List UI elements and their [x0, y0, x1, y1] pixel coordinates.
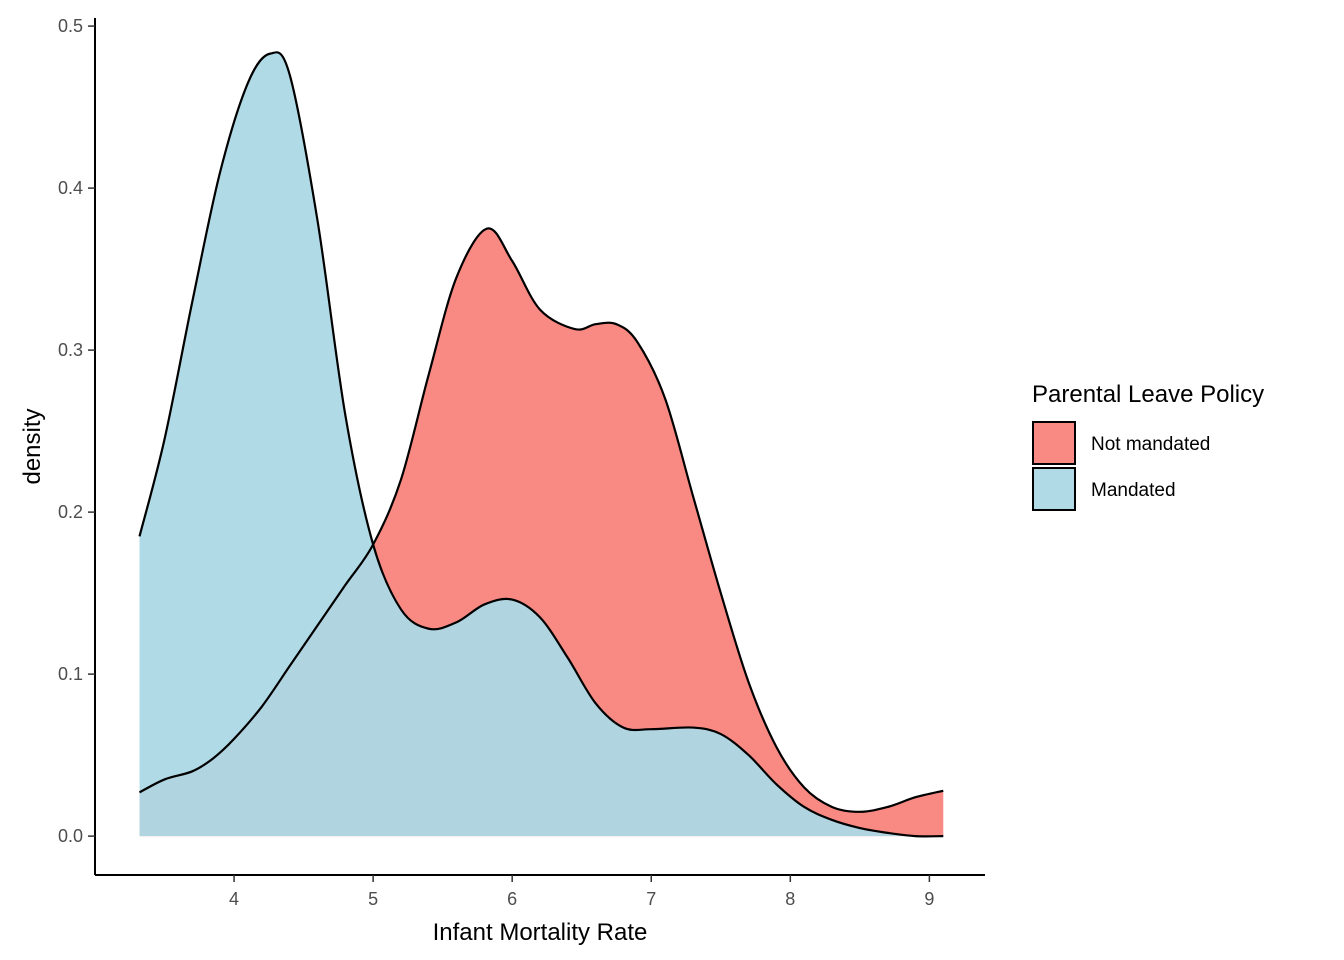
- y-tick-label: 0.0: [58, 826, 83, 846]
- plot-area: [138, 51, 944, 838]
- legend-label: Not mandated: [1091, 434, 1210, 455]
- legend-swatch: [1032, 421, 1076, 465]
- x-tick-label: 5: [368, 889, 378, 909]
- x-axis-ticks: 4 5 6 7 8 9: [229, 875, 934, 909]
- y-tick-label: 0.2: [58, 502, 83, 522]
- y-tick-label: 0.3: [58, 340, 83, 360]
- legend-swatch: [1032, 467, 1076, 511]
- legend-item-mandated: Mandated: [1032, 467, 1176, 511]
- density-fills: [139, 52, 944, 837]
- y-axis-title: density: [19, 408, 46, 484]
- y-tick-label: 0.1: [58, 664, 83, 684]
- x-tick-label: 6: [507, 889, 517, 909]
- x-axis-title: Infant Mortality Rate: [433, 919, 648, 946]
- y-tick-label: 0.5: [58, 16, 83, 36]
- axes: 4 5 6 7 8 9 0.0 0.1 0.2 0.3 0.4 0.5: [58, 16, 985, 909]
- legend-items: Not mandated Mandated: [1032, 421, 1210, 511]
- density-line-mandated: [138, 51, 944, 838]
- x-tick-label: 9: [924, 889, 934, 909]
- x-tick-label: 4: [229, 889, 239, 909]
- x-tick-label: 7: [646, 889, 656, 909]
- x-tick-label: 8: [785, 889, 795, 909]
- legend-label: Mandated: [1091, 480, 1176, 501]
- density-area-mandated: [139, 52, 944, 837]
- legend-title: Parental Leave Policy: [1032, 381, 1264, 408]
- density-outlines: [138, 51, 944, 838]
- legend-item-not-mandated: Not mandated: [1032, 421, 1210, 465]
- y-tick-label: 0.4: [58, 178, 83, 198]
- legend: Parental Leave Policy Not mandated Mandat…: [1032, 381, 1264, 511]
- density-line-not-mandated: [138, 227, 944, 813]
- y-axis-ticks: 0.0 0.1 0.2 0.3 0.4 0.5: [58, 16, 95, 846]
